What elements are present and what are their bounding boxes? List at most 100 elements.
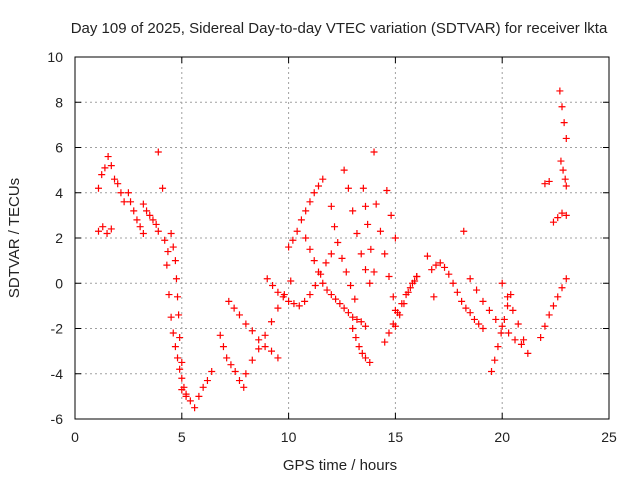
data-point — [311, 282, 319, 290]
data-point — [430, 293, 438, 301]
data-point — [285, 297, 293, 305]
data-point — [269, 282, 277, 290]
series-trace-16 — [349, 325, 374, 366]
data-point — [514, 320, 522, 328]
data-point — [242, 320, 250, 328]
data-point — [327, 202, 335, 210]
data-point — [171, 257, 179, 265]
data-point — [117, 189, 125, 197]
data-point — [171, 343, 179, 351]
data-point — [376, 227, 384, 235]
data-point — [357, 318, 365, 326]
data-point — [491, 356, 499, 364]
data-point — [367, 245, 375, 253]
data-point — [340, 304, 348, 312]
data-point — [340, 166, 348, 174]
data-point — [103, 229, 111, 237]
series-trace-30 — [154, 148, 553, 301]
data-point — [287, 277, 295, 285]
data-point — [107, 225, 115, 233]
data-point — [408, 279, 416, 287]
data-point — [396, 311, 404, 319]
data-point — [342, 268, 350, 276]
series-trace-4 — [139, 200, 162, 235]
data-point — [332, 295, 340, 303]
data-point — [322, 259, 330, 267]
data-point — [208, 367, 216, 375]
data-point — [389, 293, 397, 301]
data-point — [130, 207, 138, 215]
series-trace-17 — [359, 184, 378, 276]
data-point — [248, 356, 256, 364]
data-point — [331, 223, 339, 231]
data-point — [361, 202, 369, 210]
series-trace-1 — [94, 153, 128, 206]
data-point — [261, 343, 269, 351]
data-point — [165, 291, 173, 299]
data-point — [559, 166, 567, 174]
data-point — [349, 325, 357, 332]
data-point — [485, 306, 493, 314]
data-point — [460, 227, 468, 235]
data-point — [344, 309, 352, 317]
data-point — [391, 234, 399, 242]
series-trace-9 — [225, 297, 282, 362]
data-point — [370, 148, 378, 156]
data-point — [462, 304, 470, 312]
data-point — [154, 148, 162, 156]
data-point — [230, 304, 238, 312]
data-point — [562, 275, 570, 283]
series-trace-20 — [391, 272, 421, 330]
data-point — [505, 329, 513, 337]
data-point — [315, 268, 323, 276]
data-point — [560, 119, 568, 127]
data-point — [295, 302, 303, 310]
data-point — [327, 291, 335, 299]
data-point — [242, 370, 250, 378]
data-point — [327, 250, 335, 258]
data-point — [101, 164, 109, 172]
series-trace-24 — [488, 291, 515, 375]
data-point — [310, 189, 318, 197]
series-trace-12 — [285, 175, 327, 251]
data-point — [261, 331, 269, 339]
data-point — [372, 200, 380, 208]
data-point — [169, 243, 177, 251]
axis-ticks: 0 5 10 15 20 25 -6 -4 -2 0 2 4 6 8 10 — [47, 49, 617, 445]
data-point — [361, 322, 369, 330]
data-point — [154, 227, 162, 235]
data-point — [504, 293, 512, 301]
data-point — [549, 302, 557, 310]
data-point — [99, 223, 107, 231]
data-point — [289, 236, 297, 244]
data-point — [473, 286, 481, 294]
data-point — [107, 162, 115, 170]
data-point — [199, 383, 207, 391]
data-point — [161, 236, 169, 244]
gridlines — [75, 57, 609, 419]
x-tick-label: 15 — [388, 429, 404, 445]
data-point — [458, 297, 466, 305]
data-point — [133, 216, 141, 224]
data-point — [549, 218, 557, 226]
data-point — [306, 198, 314, 206]
series-trace-18 — [372, 200, 399, 314]
y-axis-label: SDTVAR / TECUs — [6, 178, 23, 298]
y-tick-label: 6 — [55, 140, 63, 156]
x-axis-label: GPS time / hours — [283, 457, 397, 474]
series-trace-7 — [178, 367, 216, 412]
data-point — [104, 153, 112, 161]
series-trace-14 — [327, 202, 359, 303]
data-point — [413, 272, 421, 280]
data-point — [225, 297, 233, 305]
data-point — [301, 297, 309, 305]
data-point — [466, 309, 474, 317]
data-point — [139, 200, 147, 208]
data-point — [306, 245, 314, 253]
series-trace-10 — [242, 277, 295, 378]
data-point — [349, 313, 357, 321]
data-point — [470, 315, 478, 323]
data-point — [498, 322, 506, 330]
data-point — [174, 293, 182, 301]
data-point — [290, 300, 298, 308]
